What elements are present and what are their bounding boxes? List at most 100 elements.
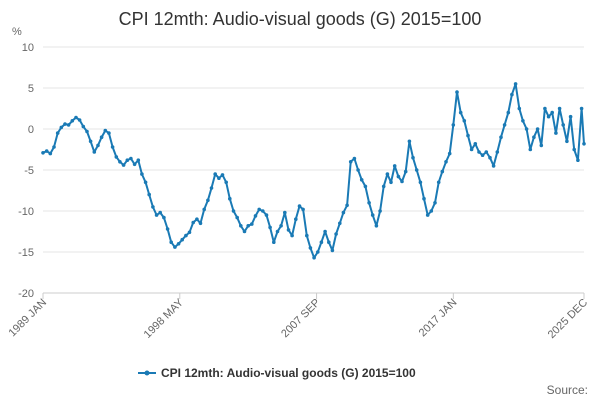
data-point <box>99 135 104 139</box>
data-point <box>220 173 225 177</box>
data-point <box>312 255 316 260</box>
data-point <box>546 114 551 119</box>
data-point <box>429 209 434 213</box>
data-point <box>554 131 558 135</box>
data-point <box>63 122 67 126</box>
y-tick-label: 0 <box>28 124 34 136</box>
data-point <box>143 180 148 185</box>
series-line <box>42 82 585 259</box>
data-point <box>323 229 327 234</box>
data-point <box>55 131 60 135</box>
data-point <box>521 119 525 123</box>
data-point <box>224 180 228 185</box>
data-point <box>231 209 236 213</box>
y-unit-label: % <box>12 26 22 38</box>
data-point <box>198 221 203 226</box>
x-tick-label: 2025 DEC <box>546 297 590 341</box>
data-point <box>550 110 554 115</box>
legend-marker-swatch <box>144 370 150 376</box>
data-point <box>162 215 166 220</box>
data-point <box>385 172 390 176</box>
data-point <box>297 204 302 208</box>
data-point <box>447 151 452 156</box>
data-point <box>582 142 586 146</box>
data-point <box>403 169 408 174</box>
data-point <box>154 213 159 217</box>
data-point <box>367 201 371 205</box>
data-point <box>517 106 522 111</box>
data-point <box>469 147 474 152</box>
y-tick-label: -5 <box>24 165 34 177</box>
data-point <box>455 90 459 94</box>
data-point <box>374 224 379 228</box>
data-point <box>400 179 404 184</box>
data-point <box>491 164 496 168</box>
data-point <box>52 145 56 149</box>
data-point <box>74 115 78 120</box>
data-point <box>480 153 485 157</box>
data-point <box>330 248 335 253</box>
data-point <box>81 124 86 129</box>
legend[interactable]: CPI 12mth: Audio-visual goods (G) 2015=1… <box>138 366 416 380</box>
data-point <box>195 217 199 221</box>
data-point <box>290 233 294 238</box>
x-tick-label: 1989 JAN <box>6 297 49 340</box>
data-point <box>44 149 49 153</box>
data-point <box>129 156 133 161</box>
data-point <box>107 131 111 135</box>
x-tick-label: 2017 JAN <box>417 297 460 340</box>
data-point <box>184 233 188 238</box>
data-point <box>103 128 108 133</box>
data-point <box>206 198 210 203</box>
data-point <box>499 135 503 139</box>
y-tick-label: 10 <box>22 42 34 54</box>
data-point <box>283 210 287 215</box>
data-point <box>140 172 144 176</box>
data-point <box>389 180 393 185</box>
data-point <box>268 225 272 230</box>
data-point <box>356 168 360 172</box>
x-tick-label: 1998 MAY <box>142 296 187 341</box>
data-point <box>576 158 580 162</box>
data-point <box>246 224 250 228</box>
data-point <box>543 106 547 111</box>
data-point <box>77 118 82 122</box>
data-point <box>253 214 258 218</box>
data-point <box>48 151 53 156</box>
data-point <box>572 147 576 152</box>
data-point <box>235 215 239 220</box>
data-point <box>228 196 232 201</box>
data-point <box>484 150 489 154</box>
data-point <box>147 192 151 197</box>
x-axis: 1989 JAN 1998 MAY 2007 SEP 2017 JAN 2025 DEC <box>6 292 590 341</box>
data-point <box>359 178 364 182</box>
data-point <box>502 123 507 127</box>
data-point <box>345 203 349 208</box>
data-point <box>239 224 243 228</box>
data-point <box>381 184 386 189</box>
y-tick-label: 5 <box>28 83 34 95</box>
x-tick-label: 2007 SEP <box>279 297 323 341</box>
data-point <box>440 169 445 174</box>
data-point <box>118 160 122 164</box>
data-point <box>308 246 313 250</box>
data-point <box>136 158 141 162</box>
data-point <box>41 151 45 155</box>
data-point <box>85 129 89 134</box>
data-point <box>510 92 514 97</box>
data-point <box>257 207 262 212</box>
data-point <box>294 217 298 221</box>
data-point <box>477 150 481 154</box>
y-axis: 10 5 0 -5 -10 -15 -20 <box>18 42 34 300</box>
data-point <box>378 209 382 213</box>
y-tick-label: -20 <box>18 288 34 300</box>
data-point <box>370 213 375 217</box>
data-point <box>59 125 64 130</box>
data-point <box>495 150 500 154</box>
data-point <box>535 127 540 131</box>
data-point <box>473 142 478 146</box>
data-point <box>568 114 573 119</box>
data-point <box>209 186 214 190</box>
data-point <box>422 196 426 201</box>
